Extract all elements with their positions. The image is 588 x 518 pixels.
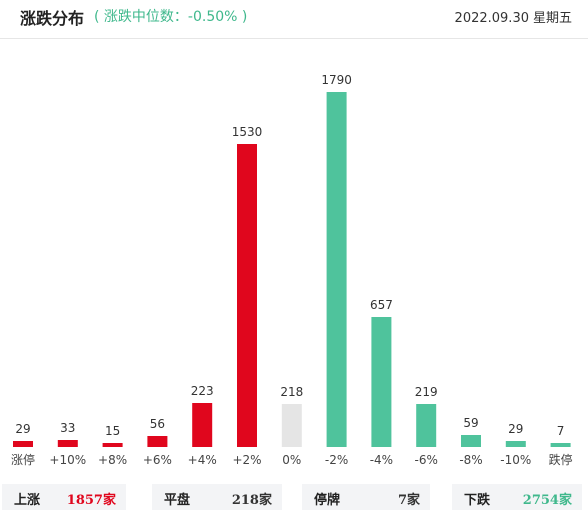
bar-7 — [326, 92, 347, 447]
category-label-11: -10% — [500, 453, 531, 467]
stat-suspended-label: 停牌 — [314, 493, 341, 508]
date-display: 2022.09.30 星期五 — [451, 7, 572, 26]
bar-9 — [416, 404, 437, 447]
bar-value-label-9: 219 — [415, 385, 438, 399]
stat-up-label: 上涨 — [14, 493, 41, 508]
bar-6 — [281, 404, 302, 447]
stat-flat-value: 218家 — [232, 489, 272, 508]
distribution-bar-chart: 29 涨停 33 +10% 15 +8% 56 +6% 223 +4% 1530 +2% 218 0% 17… — [11, 73, 573, 467]
category-label-10: -8% — [459, 453, 482, 467]
category-label-8: -4% — [370, 453, 393, 467]
bar-value-label-3: 56 — [150, 417, 165, 431]
stat-down: 下跌 2754家 — [452, 484, 582, 510]
stat-flat-unit: 家 — [258, 493, 272, 508]
summary-footer: 上涨 1857家 平盘 218家 停牌 7家 下跌 2754家 — [0, 484, 588, 510]
bar-value-label-1: 33 — [60, 421, 75, 435]
category-label-6: 0% — [282, 453, 301, 467]
category-label-12: 跌停 — [549, 452, 573, 467]
stat-down-unit: 家 — [558, 493, 572, 508]
stat-flat-label: 平盘 — [164, 493, 191, 508]
bar-12 — [550, 443, 571, 447]
category-label-9: -6% — [415, 453, 438, 467]
bar-0 — [13, 441, 33, 447]
bar-value-label-7: 1790 — [321, 73, 352, 87]
category-label-4: +4% — [188, 453, 217, 467]
stat-suspended-number: 7 — [397, 493, 407, 508]
bar-1 — [57, 440, 78, 447]
bar-value-label-10: 59 — [463, 416, 478, 430]
stat-up-unit: 家 — [102, 493, 116, 508]
median-change-subtitle: ( 涨跌中位数：-0.50% ) — [94, 9, 248, 25]
stat-suspended-unit: 家 — [406, 493, 420, 508]
bar-11 — [505, 441, 526, 447]
bar-8 — [371, 317, 392, 447]
bar-value-label-0: 29 — [15, 422, 30, 436]
date-value: 2022.09.30 — [454, 11, 529, 26]
bar-value-label-5: 1530 — [232, 125, 263, 139]
category-label-7: -2% — [325, 453, 348, 467]
category-label-1: +10% — [49, 453, 86, 467]
bar-value-label-11: 29 — [508, 422, 523, 436]
stat-down-label: 下跌 — [464, 493, 491, 508]
category-label-2: +8% — [98, 453, 127, 467]
stat-suspended: 停牌 7家 — [302, 484, 430, 510]
category-label-3: +6% — [143, 453, 172, 467]
stat-suspended-value: 7家 — [398, 489, 420, 508]
category-label-5: +2% — [232, 453, 261, 467]
bar-10 — [461, 435, 481, 447]
header: 涨跌分布 ( 涨跌中位数：-0.50% ) 2022.09.30 星期五 — [0, 0, 588, 34]
bar-4 — [192, 403, 213, 447]
bar-value-label-12: 7 — [557, 424, 565, 438]
bar-2 — [102, 443, 123, 447]
bar-value-label-2: 15 — [105, 424, 120, 438]
bar-value-label-6: 218 — [280, 385, 303, 399]
stat-up: 上涨 1857家 — [2, 484, 126, 510]
bar-value-label-4: 223 — [191, 384, 214, 398]
weekday-value: 星期五 — [532, 11, 572, 26]
header-divider — [0, 38, 588, 39]
category-label-0: 涨停 — [11, 452, 35, 467]
bar-5 — [237, 144, 257, 447]
bar-value-label-8: 657 — [370, 298, 393, 312]
stat-down-number: 2754 — [522, 493, 559, 508]
stat-up-value: 1857家 — [67, 489, 116, 508]
stat-flat: 平盘 218家 — [152, 484, 282, 510]
stat-down-value: 2754家 — [523, 489, 572, 508]
bar-3 — [147, 436, 168, 447]
stat-flat-number: 218 — [231, 493, 259, 508]
stat-up-number: 1857 — [66, 493, 103, 508]
chart-title: 涨跌分布 — [20, 9, 85, 28]
